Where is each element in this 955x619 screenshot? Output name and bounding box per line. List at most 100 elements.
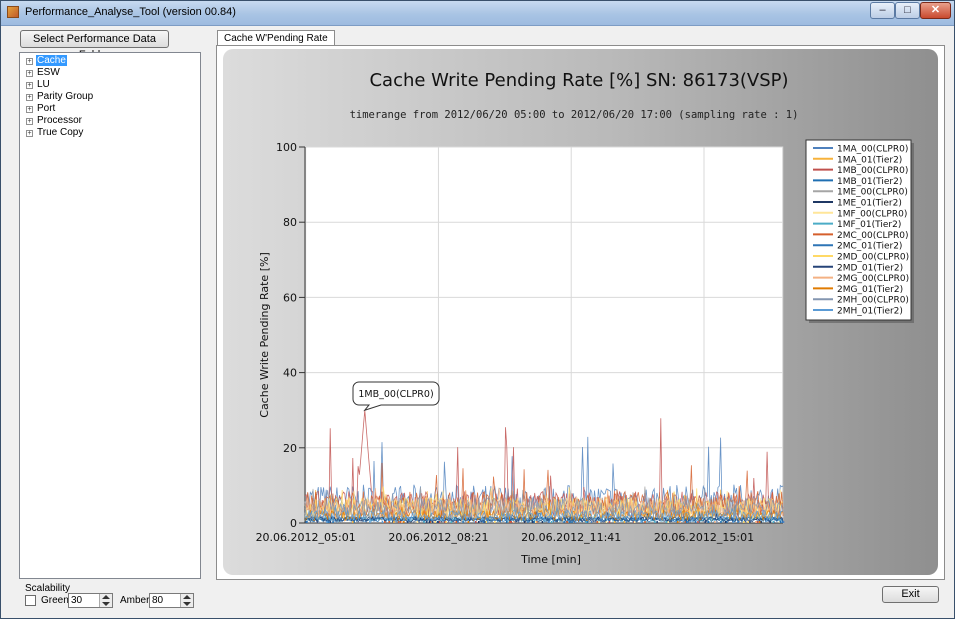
baseline-mark xyxy=(478,521,480,523)
baseline-mark xyxy=(679,521,681,523)
baseline-mark xyxy=(336,521,338,523)
category-tree[interactable]: + Cache + ESW + LU + Parity Group + Port + Pro… xyxy=(19,52,201,579)
baseline-mark xyxy=(720,521,722,523)
baseline-mark xyxy=(694,521,697,523)
expand-icon[interactable]: + xyxy=(26,69,33,77)
baseline-mark xyxy=(369,521,371,523)
y-tick-label: 20 xyxy=(283,442,297,455)
baseline-mark xyxy=(778,521,781,523)
baseline-mark xyxy=(646,521,649,523)
baseline-mark xyxy=(416,521,419,523)
tab-cache-write-pending[interactable]: Cache W'Pending Rate xyxy=(217,30,335,46)
baseline-mark xyxy=(644,521,646,523)
baseline-mark xyxy=(697,521,699,523)
baseline-mark xyxy=(444,521,446,523)
title-bar: Performance_Analyse_Tool (version 00.84)… xyxy=(1,1,954,26)
expand-icon[interactable]: + xyxy=(26,129,33,137)
tree-item-esw[interactable]: + ESW xyxy=(26,67,60,78)
amber-threshold-spinner[interactable]: 80 xyxy=(149,593,194,608)
baseline-mark xyxy=(667,521,669,523)
scalability-label: Scalability xyxy=(25,583,71,594)
scalability-checkbox[interactable] xyxy=(25,595,36,606)
legend-entry: 2MH_01(Tier2) xyxy=(837,307,903,317)
baseline-mark xyxy=(749,521,751,523)
legend-entry: 2MC_01(Tier2) xyxy=(837,242,902,252)
tree-item-processor[interactable]: + Processor xyxy=(26,115,83,126)
annotation-label: 1MB_00(CLPR0) xyxy=(358,389,433,400)
expand-icon[interactable]: + xyxy=(26,93,33,101)
series-line xyxy=(304,487,784,520)
maximize-button[interactable]: □ xyxy=(895,2,920,19)
exit-button[interactable]: Exit xyxy=(882,586,939,603)
baseline-mark xyxy=(305,521,308,523)
green-label: Green xyxy=(41,595,69,606)
minimize-button[interactable]: – xyxy=(870,2,895,19)
expand-icon[interactable]: + xyxy=(26,105,33,113)
legend-entry: 1MB_00(CLPR0) xyxy=(837,166,908,176)
y-tick-label: 60 xyxy=(283,291,297,304)
green-threshold-value[interactable]: 30 xyxy=(71,595,83,606)
baseline-mark xyxy=(394,521,397,523)
spinner-arrows-icon[interactable] xyxy=(99,594,112,607)
amber-threshold-value[interactable]: 80 xyxy=(152,595,164,606)
tree-item-parity-group[interactable]: + Parity Group xyxy=(26,91,94,102)
baseline-mark xyxy=(431,521,434,523)
tree-item-cache[interactable]: + Cache xyxy=(26,55,67,66)
baseline-mark xyxy=(598,521,600,523)
legend-entry: 1MF_01(Tier2) xyxy=(837,220,901,230)
baseline-mark xyxy=(332,521,334,523)
baseline-mark xyxy=(485,521,488,523)
baseline-mark xyxy=(743,521,745,523)
baseline-mark xyxy=(782,521,785,523)
baseline-mark xyxy=(756,521,759,523)
legend-entry: 1MF_00(CLPR0) xyxy=(837,209,907,219)
baseline-mark xyxy=(737,521,739,523)
baseline-mark xyxy=(327,521,330,523)
window-title: Performance_Analyse_Tool (version 00.84) xyxy=(25,6,236,18)
baseline-mark xyxy=(484,521,486,523)
baseline-mark xyxy=(475,521,477,523)
baseline-mark xyxy=(747,521,749,523)
baseline-mark xyxy=(550,521,553,523)
expand-icon[interactable]: + xyxy=(26,117,33,125)
baseline-mark xyxy=(457,521,459,523)
baseline-mark xyxy=(617,521,619,523)
tree-item-lu[interactable]: + LU xyxy=(26,79,50,90)
baseline-mark xyxy=(482,521,485,523)
legend-entry: 1MA_00(CLPR0) xyxy=(837,145,908,155)
expand-icon[interactable]: + xyxy=(26,57,33,65)
annotation-callout xyxy=(352,381,440,412)
baseline-mark xyxy=(560,521,563,523)
chart-subtitle: timerange from 2012/06/20 05:00 to 2012/… xyxy=(350,109,799,121)
tree-item-true-copy[interactable]: + True Copy xyxy=(26,127,84,138)
tree-item-port[interactable]: + Port xyxy=(26,103,56,114)
baseline-mark xyxy=(381,521,384,523)
spinner-arrows-icon[interactable] xyxy=(180,594,193,607)
baseline-mark xyxy=(541,521,544,523)
baseline-mark xyxy=(758,521,761,523)
x-tick-label: 20.06.2012_15:01 xyxy=(654,531,754,544)
legend-entry: 2MC_00(CLPR0) xyxy=(837,231,908,241)
legend-entry: 2MD_00(CLPR0) xyxy=(837,253,909,263)
baseline-mark xyxy=(423,521,426,523)
legend-entry: 1MB_01(Tier2) xyxy=(837,177,902,187)
baseline-mark xyxy=(306,521,308,523)
green-threshold-spinner[interactable]: 30 xyxy=(68,593,113,608)
expand-icon[interactable]: + xyxy=(26,81,33,89)
baseline-mark xyxy=(445,521,447,523)
close-button[interactable]: ✕ xyxy=(920,2,951,19)
baseline-mark xyxy=(434,521,436,523)
baseline-mark xyxy=(438,521,441,523)
baseline-mark xyxy=(605,521,608,523)
y-tick-label: 80 xyxy=(283,216,297,229)
baseline-mark xyxy=(590,521,593,523)
legend-entry: 1ME_00(CLPR0) xyxy=(837,188,908,198)
baseline-mark xyxy=(769,521,771,523)
amber-label: Amber xyxy=(120,595,150,606)
baseline-mark xyxy=(510,521,512,523)
baseline-mark xyxy=(724,521,727,523)
baseline-mark xyxy=(656,521,658,523)
baseline-mark xyxy=(509,521,511,523)
legend-entry: 2MD_01(Tier2) xyxy=(837,263,903,273)
baseline-mark xyxy=(388,521,390,523)
